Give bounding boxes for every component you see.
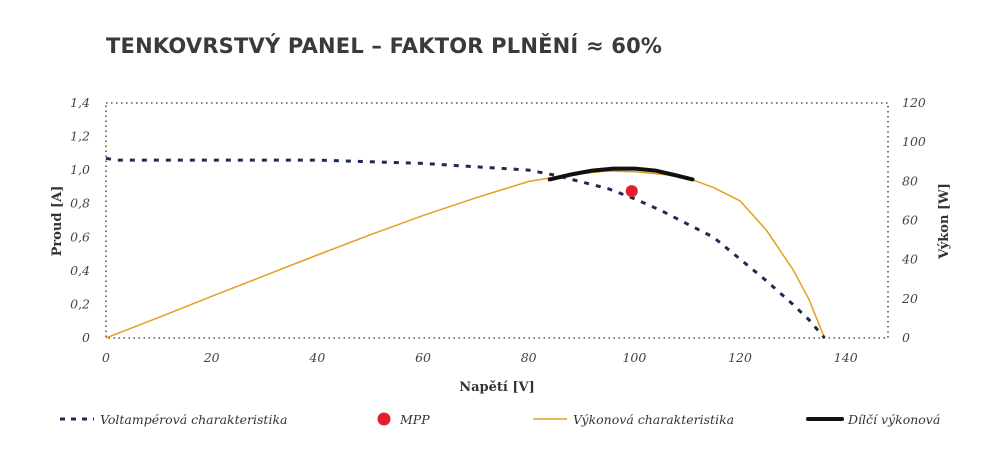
plot-frame <box>105 102 889 339</box>
y-right-tick-label: 100 <box>902 134 926 149</box>
series-line-1 <box>105 170 826 339</box>
y-left-tick-label: 0,8 <box>70 196 90 211</box>
y-left-tick-label: 0,2 <box>70 296 90 311</box>
x-tick-label: 20 <box>203 350 220 365</box>
series-line-2 <box>547 166 695 182</box>
y-right-tick-label: 120 <box>902 95 926 110</box>
x-tick-label: 60 <box>415 350 431 365</box>
y-axis-left-title: Proud [A] <box>50 186 65 257</box>
y-left-tick-label: 0,6 <box>70 229 90 244</box>
y-left-tick-label: 0 <box>82 330 90 345</box>
mpp-point <box>625 185 638 198</box>
x-axis-title: Napětí [V] <box>459 380 535 395</box>
legend-label: Výkonová charakteristika <box>573 412 734 427</box>
y-left-tick-label: 1,2 <box>70 129 90 144</box>
y-right-tick-label: 40 <box>901 252 918 267</box>
x-tick-label: 0 <box>102 350 110 365</box>
x-tick-label: 120 <box>728 350 752 365</box>
y-axis-right-title: Výkon [W] <box>937 183 952 260</box>
x-tick-label: 80 <box>521 350 537 365</box>
series-line-0 <box>105 156 826 339</box>
axis-ticks: 0 20 40 60 80 100 120 140 0 0,2 0,4 0,6 0,8 1,0 1,2 1,4… <box>70 95 926 365</box>
y-left-tick-label: 0,4 <box>70 263 90 278</box>
legend: Voltampérová charakteristika MPP Výkonová … <box>60 412 940 427</box>
y-left-tick-label: 1,0 <box>70 162 90 177</box>
y-right-tick-label: 80 <box>902 173 918 188</box>
y-left-tick-label: 1,4 <box>70 95 90 110</box>
y-right-tick-label: 20 <box>901 291 918 306</box>
x-tick-label: 40 <box>308 350 325 365</box>
chart-title: TENKOVRSTVÝ PANEL – FAKTOR PLNĚNÍ ≈ 60% <box>106 34 663 58</box>
x-tick-label: 140 <box>834 350 858 365</box>
legend-label: MPP <box>399 412 430 427</box>
series-group <box>105 156 826 339</box>
legend-swatch-mpp <box>377 412 391 426</box>
y-right-tick-label: 60 <box>902 213 918 228</box>
legend-label: Voltampérová charakteristika <box>100 412 287 427</box>
legend-label: Dílčí výkonová <box>847 412 940 427</box>
marker-group <box>625 185 638 198</box>
x-tick-label: 100 <box>622 350 646 365</box>
y-right-tick-label: 0 <box>902 330 910 345</box>
